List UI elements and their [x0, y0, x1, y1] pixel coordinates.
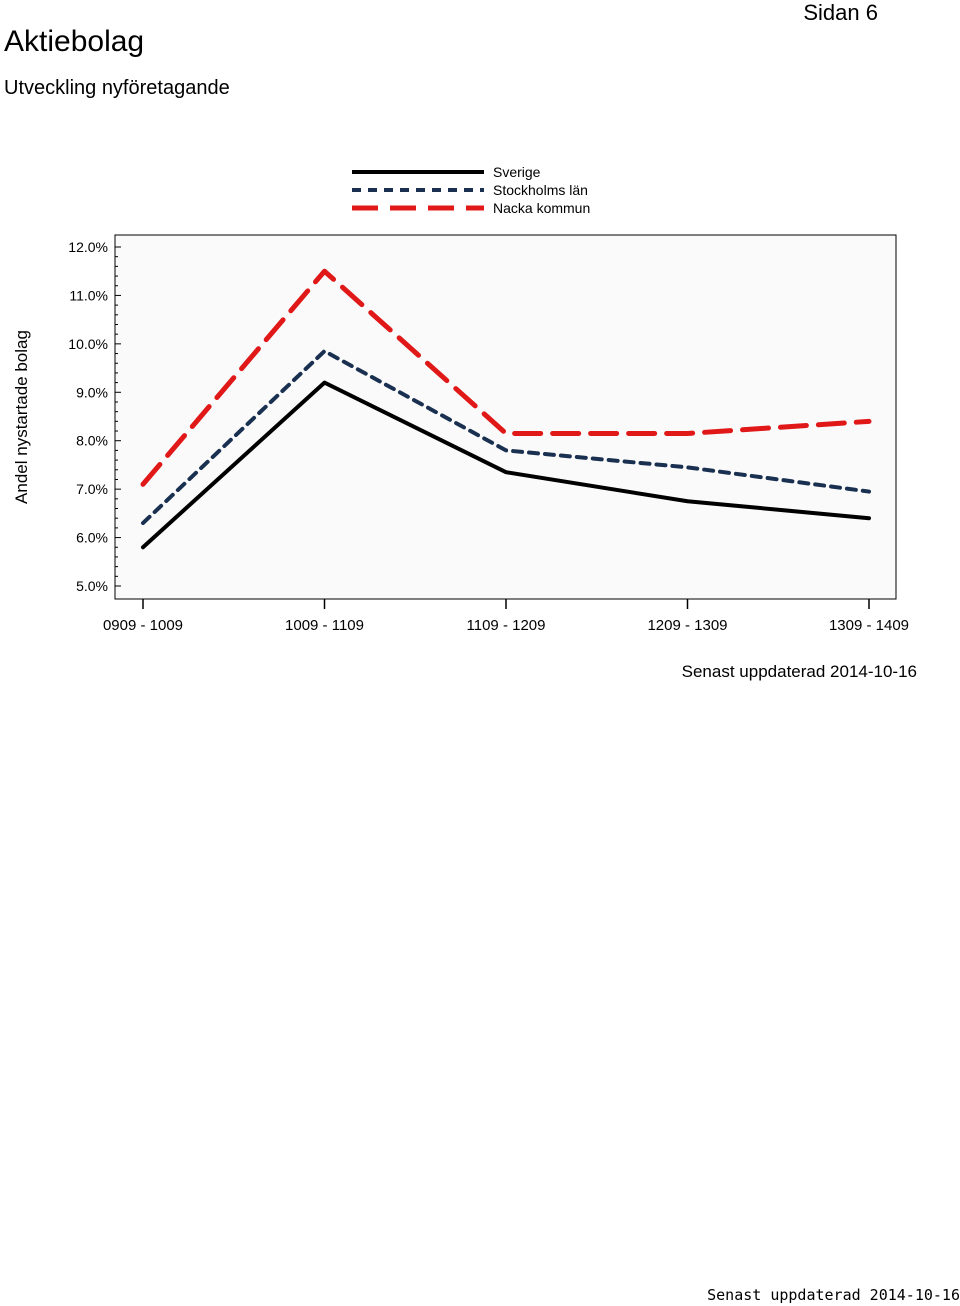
series-lines [140, 268, 872, 550]
line-chart: Sverige Stockholms län Nacka kommun 5.0% 6.… [12, 164, 909, 634]
y-tick-label: 12.0% [68, 239, 108, 255]
x-tick-label: 1009 - 1109 [285, 617, 364, 634]
x-tick-label: 1109 - 1209 [467, 617, 546, 634]
series-line-stockholms-län [141, 349, 871, 526]
series-line-nacka-kommun [140, 268, 872, 487]
y-tick-label: 7.0% [76, 481, 108, 497]
last-updated-footer: Senast uppdaterad 2014-10-16 [707, 1286, 960, 1304]
page-title: Aktiebolag [4, 25, 145, 58]
y-tick-label: 11.0% [69, 287, 108, 303]
y-axis: 5.0% 6.0% 7.0% 8.0% 9.0% 10.0% 11.0% 12.0% [68, 239, 108, 594]
x-tick-label: 1309 - 1409 [829, 617, 909, 634]
y-axis-label: Andel nystartade bolag [12, 330, 31, 504]
plot-area [114, 234, 897, 600]
last-updated-chart: Senast uppdaterad 2014-10-16 [681, 662, 917, 681]
legend: Sverige Stockholms län Nacka kommun [352, 164, 590, 216]
y-tick-label: 10.0% [68, 336, 108, 352]
series-line-sverige [141, 380, 871, 550]
legend-label: Sverige [493, 164, 541, 180]
page-number: Sidan 6 [803, 0, 878, 25]
y-tick-label: 6.0% [76, 530, 108, 546]
legend-label: Nacka kommun [493, 200, 590, 216]
y-tick-label: 8.0% [76, 433, 108, 449]
page-subtitle: Utveckling nyföretagande [4, 77, 230, 99]
x-tick-label: 0909 - 1009 [103, 617, 183, 634]
y-tick-label: 5.0% [76, 578, 108, 594]
y-tick-label: 9.0% [76, 384, 108, 400]
x-tick-label: 1209 - 1309 [647, 617, 727, 634]
legend-label: Stockholms län [493, 182, 588, 198]
y-minor-ticks [115, 246, 121, 587]
x-axis: 0909 - 1009 1009 - 1109 1109 - 1209 1209 - … [103, 599, 909, 634]
